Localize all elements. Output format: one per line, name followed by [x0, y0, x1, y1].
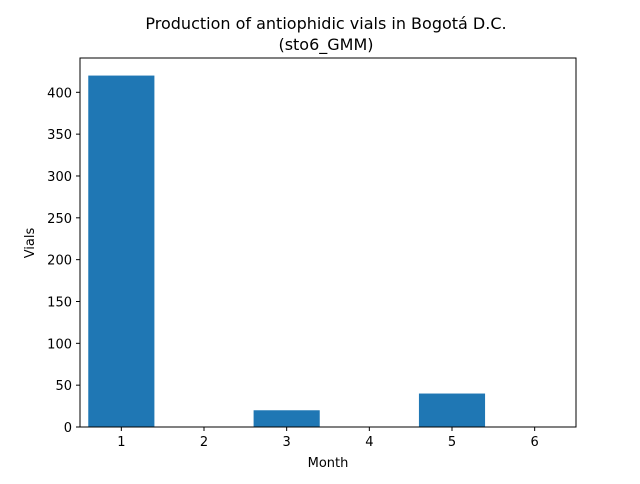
x-tick-label: 3 [283, 435, 291, 450]
y-tick-label: 300 [47, 170, 72, 185]
plot-frame [79, 57, 577, 428]
bar-month-1 [88, 75, 155, 428]
x-tick-label: 1 [117, 435, 125, 450]
x-tick-label: 2 [200, 435, 208, 450]
y-tick-label: 50 [55, 379, 72, 394]
y-tick-label: 0 [64, 421, 72, 436]
x-axis-label: Month [308, 456, 349, 471]
bar-month-5 [418, 393, 486, 427]
y-axis-label: Vials [23, 227, 38, 258]
chart-title-line1: Production of antiophidic vials in Bogot… [145, 14, 506, 33]
y-tick-label: 250 [47, 212, 72, 227]
y-tick-label: 350 [47, 128, 72, 143]
y-tick-label: 400 [47, 86, 72, 101]
bars-layer [88, 75, 486, 428]
chart-title-line2: (sto6_GMM) [278, 35, 373, 55]
y-tick-label: 100 [47, 337, 72, 352]
x-axis-ticks: 1 2 3 4 5 6 [117, 427, 539, 450]
y-axis-ticks: 0 50 100 150 200 250 300 350 400 [47, 86, 80, 436]
x-tick-label: 5 [448, 435, 456, 450]
x-tick-label: 4 [365, 435, 373, 450]
y-tick-label: 150 [47, 295, 72, 310]
y-tick-label: 200 [47, 254, 72, 269]
x-tick-label: 6 [531, 435, 539, 450]
bar-month-3 [253, 410, 320, 427]
